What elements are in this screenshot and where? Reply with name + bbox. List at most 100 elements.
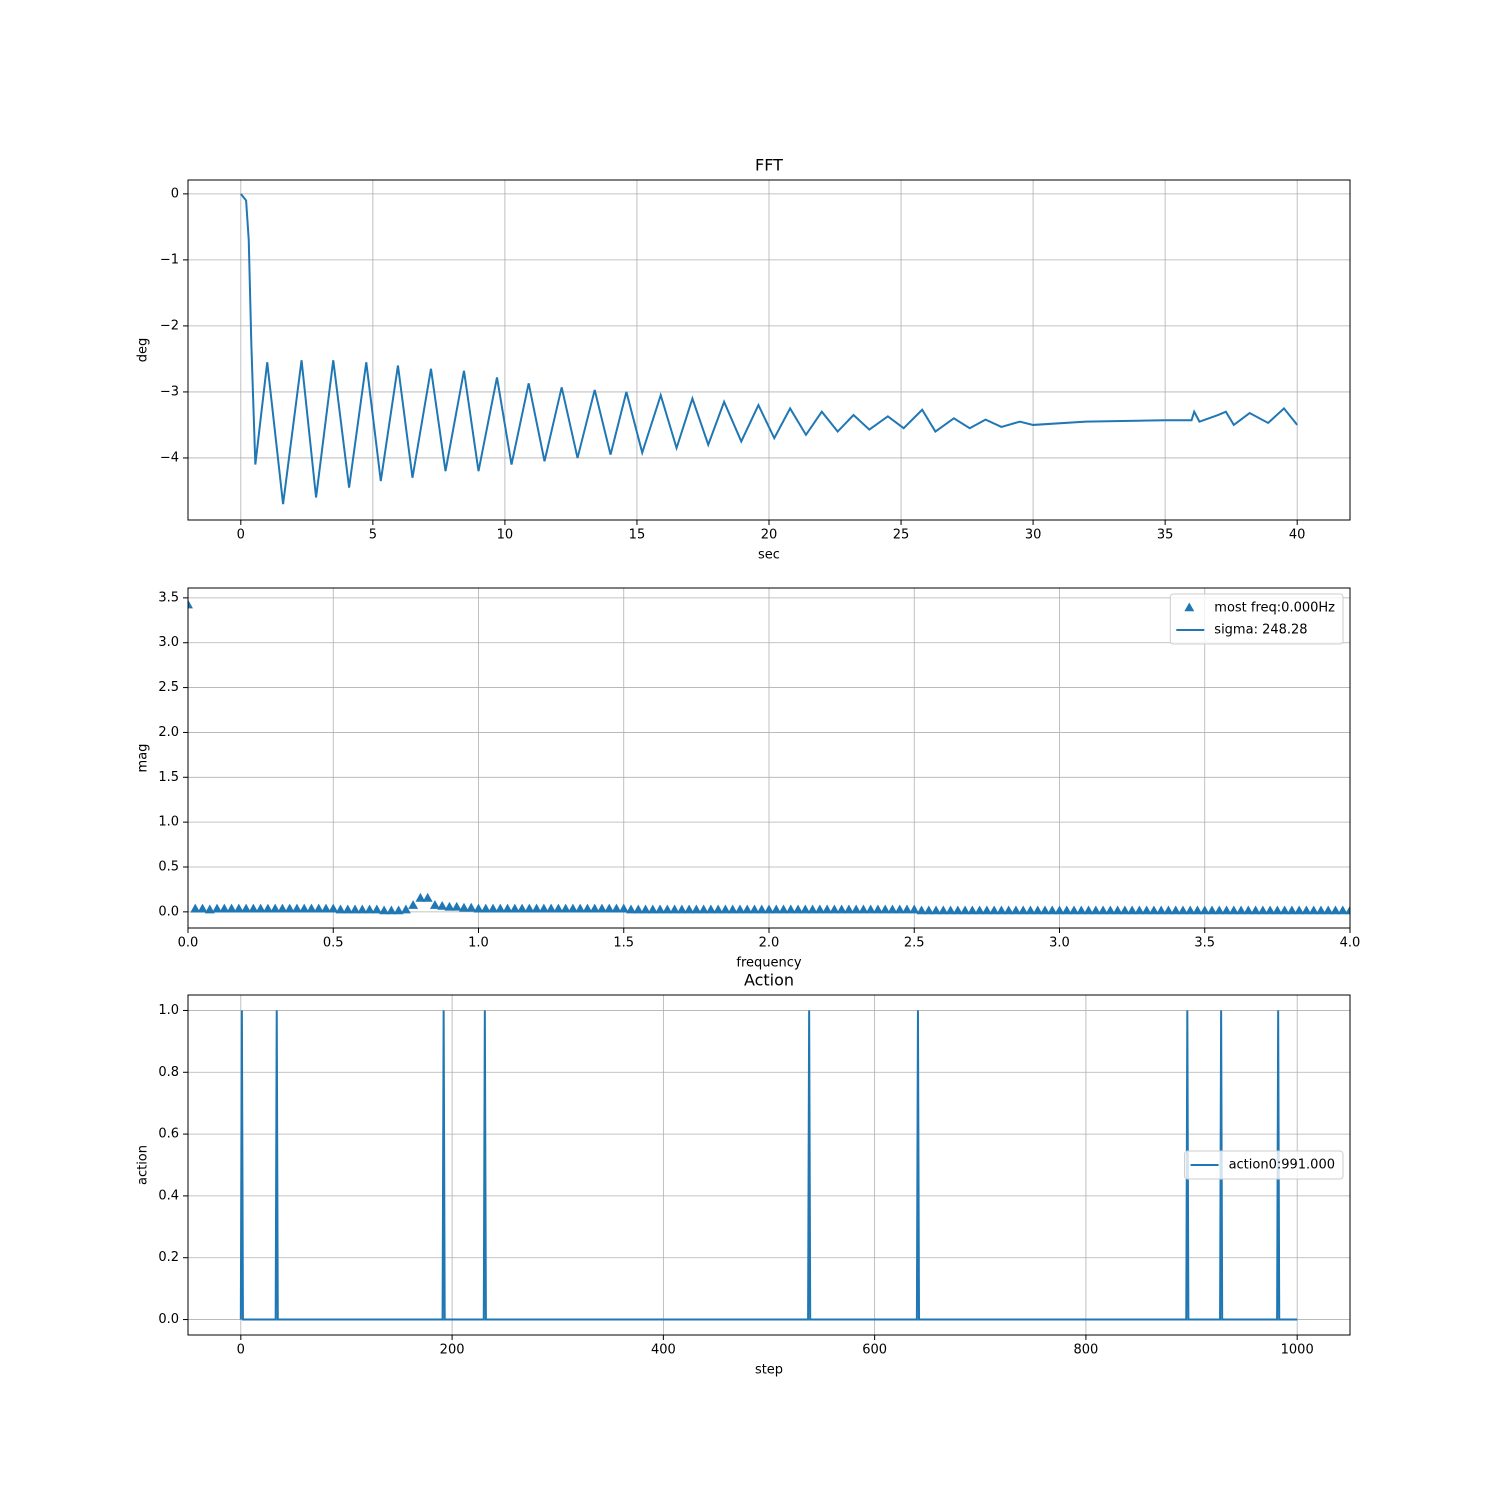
triangle-marker [822, 904, 833, 914]
triangle-marker [1076, 905, 1087, 915]
triangle-marker [212, 903, 222, 913]
triangle-marker [226, 903, 237, 913]
triangle-marker [328, 903, 339, 913]
triangle-marker [357, 904, 368, 914]
triangle-marker [1025, 905, 1036, 915]
triangle-marker [771, 904, 782, 914]
triangle-marker [829, 904, 840, 914]
triangle-marker [1265, 905, 1276, 915]
triangle-marker [836, 904, 847, 914]
triangle-marker [1279, 905, 1290, 915]
triangle-marker [1141, 905, 1152, 915]
triangle-marker [473, 903, 484, 913]
triangle-marker [952, 905, 963, 915]
triangle-marker [415, 892, 426, 902]
triangle-marker [589, 903, 600, 913]
y-tick-label: 2.0 [158, 725, 179, 740]
triangle-marker [676, 904, 687, 914]
triangle-marker [567, 903, 578, 913]
triangle-marker [233, 903, 244, 913]
y-tick-label: 0.5 [158, 859, 179, 874]
y-tick-label: 0.8 [158, 1065, 179, 1080]
y-tick-label: 3.5 [158, 590, 179, 605]
triangle-marker [923, 905, 934, 915]
triangle-marker [371, 904, 382, 914]
x-tick-label: 0 [237, 528, 245, 543]
data-line [240, 193, 1298, 505]
legend-box [1169, 593, 1344, 645]
triangle-marker [422, 892, 433, 902]
triangle-marker [655, 904, 666, 914]
x-tick-label: 3.5 [1194, 936, 1215, 951]
triangle-marker [909, 904, 920, 914]
triangle-marker [865, 904, 876, 914]
triangle-marker [684, 904, 695, 914]
x-tick-label: 1.5 [613, 936, 634, 951]
triangle-marker [749, 904, 760, 914]
x-tick-label: 1.0 [468, 936, 489, 951]
legend-label: most freq:0.000Hz [1214, 601, 1335, 616]
triangle-marker [582, 903, 593, 913]
triangle-marker [1156, 905, 1167, 915]
triangle-marker [880, 904, 891, 914]
x-tick-label: 200 [440, 1343, 465, 1358]
y-tick-label: 0.0 [158, 904, 179, 919]
triangle-marker [785, 904, 796, 914]
triangle-marker [756, 904, 767, 914]
triangle-marker [444, 901, 455, 911]
triangle-marker [466, 902, 477, 912]
triangle-marker [299, 903, 310, 913]
triangle-marker [1018, 905, 1029, 915]
triangle-marker [321, 903, 331, 913]
triangle-marker [1214, 905, 1225, 915]
triangle-marker [451, 901, 462, 911]
y-tick-label: 0.0 [158, 1312, 179, 1327]
triangle-marker [633, 904, 644, 914]
legend-box [1184, 1150, 1344, 1180]
chart-title: Action [744, 971, 794, 990]
triangle-marker [502, 903, 513, 913]
triangle-marker [843, 904, 854, 914]
legend: most freq:0.000Hz sigma: 248.28 [1169, 593, 1344, 645]
y-tick-label: 1.0 [158, 815, 179, 830]
triangle-marker [393, 905, 404, 915]
triangle-marker [400, 904, 411, 914]
triangle-marker [1243, 905, 1254, 915]
x-axis-label: frequency [736, 956, 802, 971]
triangle-marker [814, 904, 825, 914]
triangle-marker [989, 905, 1000, 915]
triangle-marker [350, 904, 360, 914]
triangle-marker [894, 904, 905, 914]
y-axis-label: action [136, 1145, 151, 1185]
triangle-marker [1010, 905, 1021, 915]
triangle-marker [509, 903, 520, 913]
legend-label: sigma: 248.28 [1214, 623, 1307, 638]
triangle-marker [981, 905, 992, 915]
triangle-marker [241, 903, 252, 913]
triangle-marker [429, 900, 440, 909]
triangle-marker [727, 904, 738, 914]
x-axis-label: sec [758, 548, 780, 563]
triangle-marker [807, 904, 818, 914]
triangle-marker [437, 900, 448, 910]
x-tick-label: 40 [1289, 528, 1306, 543]
y-tick-label: −3 [160, 384, 179, 399]
triangle-marker [531, 903, 542, 913]
triangle-marker [618, 903, 629, 913]
triangle-marker [306, 903, 317, 913]
plot-area [240, 193, 1298, 505]
y-tick-label: −4 [160, 450, 179, 465]
triangle-marker [495, 903, 506, 913]
x-tick-label: 0 [237, 1343, 245, 1358]
x-tick-label: 30 [1025, 528, 1042, 543]
triangle-marker [1301, 905, 1312, 915]
triangle-marker [1250, 905, 1261, 915]
triangle-marker [967, 905, 978, 915]
triangle-marker [480, 903, 491, 913]
x-tick-label: 25 [893, 528, 910, 543]
x-axis-label: step [755, 1363, 783, 1378]
chart-title: FFT [755, 156, 783, 175]
triangle-marker [931, 905, 941, 915]
triangle-marker [974, 905, 985, 915]
